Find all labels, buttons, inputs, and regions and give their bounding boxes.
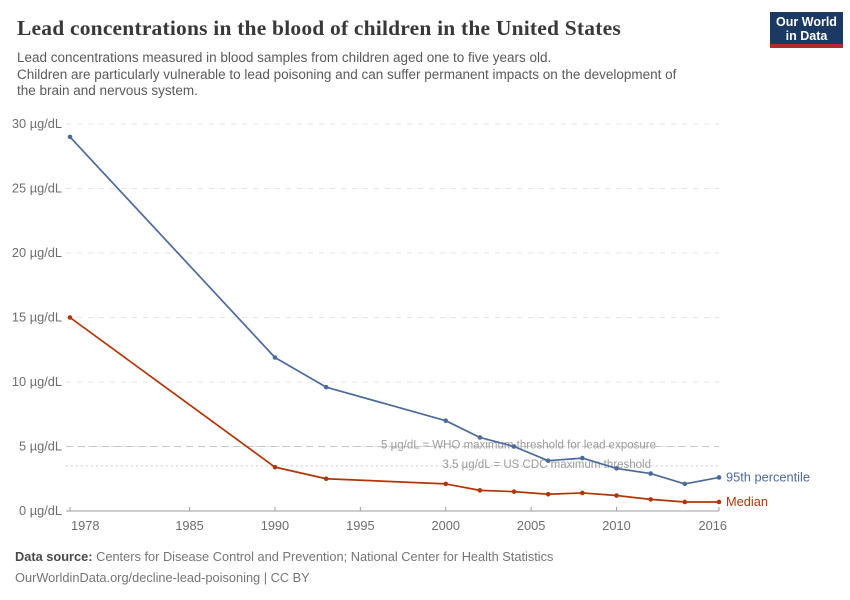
y-tick-label-5: 5 µg/dL [19,439,62,454]
subtitle-line-1: Lead concentrations measured in blood sa… [17,50,552,65]
x-tick-label-1990: 1990 [261,518,289,533]
logo-stripe [770,44,843,48]
series-line-95th-percentile [69,136,720,485]
y-tick-label-10: 10 µg/dL [12,374,62,389]
logo-line1: Our World [776,15,837,29]
data-point-median-2006 [545,491,551,497]
data-point-95th-percentile-2008 [580,455,585,461]
data-source-text: Centers for Disease Control and Preventi… [92,549,554,564]
data-point-95th-percentile-2010 [614,466,619,471]
data-point-median-2010 [614,493,619,498]
data-point-median-1978 [67,315,73,320]
data-point-median-2014 [682,499,688,505]
data-point-median-2002 [477,488,483,493]
data-point-95th-percentile-2000 [443,418,449,424]
data-point-95th-percentile-2002 [477,435,483,440]
data-point-95th-percentile-1990 [272,355,278,360]
series-label-95th-percentile: 95th percentile [726,469,810,484]
x-tick-label-1985: 1985 [175,518,203,533]
x-tick-label-1995: 1995 [346,518,374,533]
x-tick-label-2000: 2000 [432,518,460,533]
y-tick-label-20: 20 µg/dL [12,245,62,260]
data-point-95th-percentile-2004 [511,444,517,449]
subtitle-line-2: Children are particularly vulnerable to … [17,66,677,82]
data-source-line: Data source: Centers for Disease Control… [15,546,553,567]
series-label-median: Median [726,494,768,509]
series-line-median [69,316,720,503]
data-point-95th-percentile-2012 [648,471,653,476]
logo-line2: in Data [785,29,828,43]
x-tick-label-2016: 2016 [699,518,727,533]
data-point-median-2008 [580,490,585,496]
x-tick-label-2005: 2005 [517,518,545,533]
data-point-95th-percentile-2016 [716,475,722,480]
data-point-95th-percentile-1978 [67,134,73,140]
chart-footer: Data source: Centers for Disease Control… [15,546,553,588]
subtitle-line-3: the brain and nervous system. [17,83,198,98]
footer-link[interactable]: OurWorldinData.org/decline-lead-poisonin… [15,570,310,585]
chart-title: Lead concentrations in the blood of chil… [17,16,621,40]
chart-subtitle: Lead concentrations measured in blood sa… [17,50,676,100]
data-point-95th-percentile-1993 [323,384,329,390]
annotation-5-g-dl-who-maximu: 5 µg/dL = WHO maximum threshold for lead… [381,440,656,452]
annotation-3-5-g-dl-us-cdc-m: 3.5 µg/dL = US CDC maximum threshold [443,459,652,471]
data-point-95th-percentile-2014 [682,481,688,487]
y-tick-label-15: 15 µg/dL [12,310,62,325]
owid-logo[interactable]: Our World in Data [770,12,843,48]
x-tick-label-2010: 2010 [602,518,630,533]
data-point-median-1993 [323,476,329,482]
x-tick-label-1978: 1978 [71,518,99,533]
data-source-label: Data source: [15,549,93,564]
data-point-median-2004 [511,489,517,494]
y-tick-label-25: 25 µg/dL [12,181,62,196]
data-point-median-2012 [648,497,653,502]
y-tick-label-0: 0 µg/dL [19,503,62,518]
y-tick-label-30: 30 µg/dL [12,116,62,131]
data-point-95th-percentile-2006 [545,458,551,463]
data-point-median-2016 [716,499,722,505]
data-point-median-1990 [272,464,278,470]
data-point-median-2000 [443,481,449,487]
